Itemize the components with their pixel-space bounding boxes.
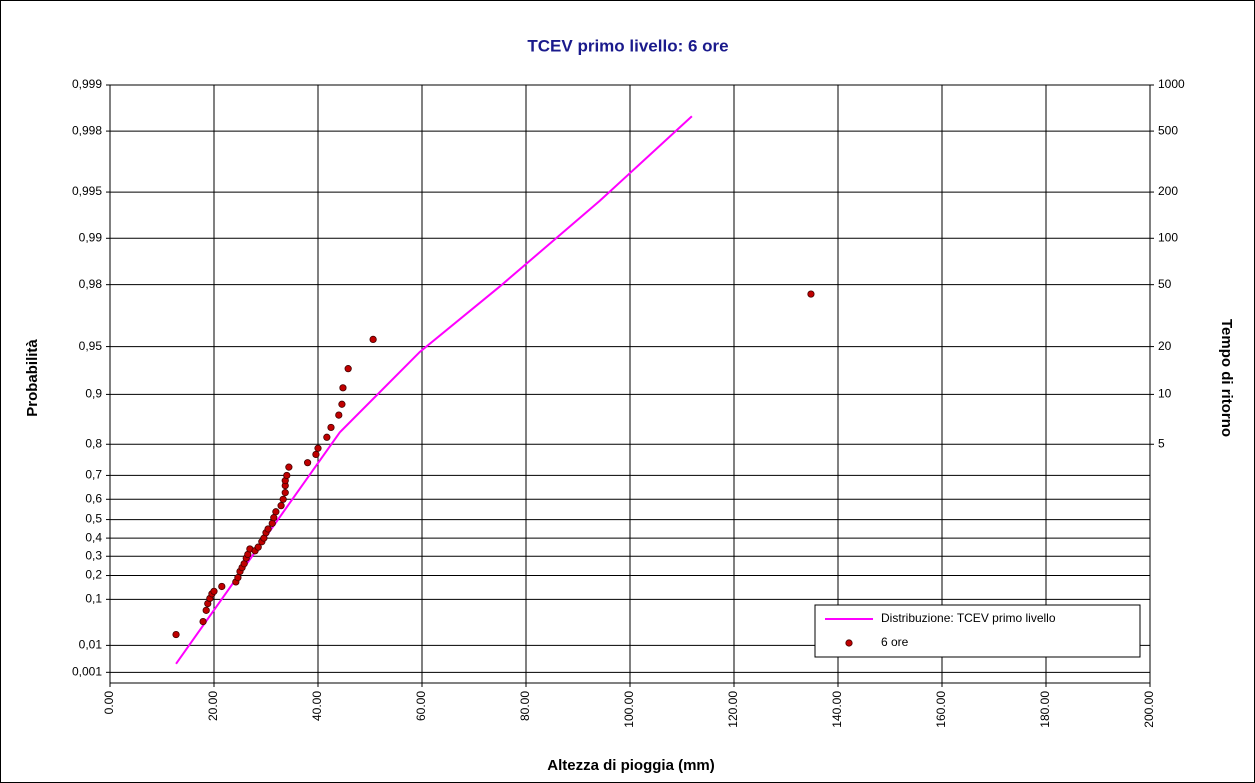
y-tick-label: 0,7 [85, 468, 102, 482]
y-tick-label: 0,1 [85, 592, 102, 606]
x-tick-label: 100.00 [622, 691, 636, 728]
data-point [270, 514, 278, 522]
y-tick-label: 0,999 [72, 77, 102, 91]
y2-tick-label: 100 [1158, 230, 1178, 244]
y2-tick-label: 20 [1158, 339, 1172, 353]
y-tick-label: 0,3 [85, 548, 102, 562]
x-tick-label: 40.00 [310, 691, 324, 721]
data-point [339, 384, 347, 392]
data-point [172, 630, 180, 639]
x-tick-label: 160.00 [934, 691, 948, 728]
data-point [344, 365, 352, 373]
y-tick-label: 0,995 [72, 184, 102, 198]
data-point [327, 423, 335, 432]
data-point [279, 495, 287, 503]
legend-label: Distribuzione: TCEV primo livello [881, 611, 1056, 625]
y-tick-label: 0,99 [79, 230, 103, 244]
data-point [312, 450, 320, 459]
y-tick-label: 0,5 [85, 512, 102, 526]
y2-tick-label: 5 [1158, 436, 1165, 450]
data-point [283, 471, 291, 480]
y2-tick-label: 1000 [1158, 77, 1185, 91]
x-tick-label: 200.00 [1142, 691, 1156, 728]
y-tick-label: 0,001 [72, 664, 102, 678]
data-point [323, 433, 331, 441]
data-point [254, 543, 262, 551]
y2-tick-label: 50 [1158, 277, 1172, 291]
x-tick-label: 140.00 [830, 691, 844, 728]
data-point [234, 574, 242, 582]
y2-axis-label: Tempo di ritorno [1218, 319, 1235, 437]
y2-tick-label: 10 [1158, 387, 1172, 401]
x-axis-label: Altezza di pioggia (mm) [547, 757, 715, 774]
y-tick-label: 0,2 [85, 568, 102, 582]
y-tick-label: 0,95 [79, 339, 103, 353]
y-tick-label: 0,01 [79, 638, 103, 652]
data-point [199, 617, 207, 626]
y-tick-label: 0,998 [72, 123, 102, 137]
data-point [281, 489, 289, 497]
x-tick-label: 120.00 [726, 691, 740, 728]
data-point [303, 459, 312, 467]
y-tick-label: 0,9 [85, 387, 102, 401]
y-tick-label: 0,6 [85, 491, 102, 505]
x-tick-label: 80.00 [518, 691, 532, 721]
y-tick-label: 0,8 [85, 436, 102, 450]
data-point [218, 582, 226, 591]
legend-label: 6 ore [881, 635, 909, 649]
y-tick-label: 0,98 [79, 277, 103, 291]
distribution-line [175, 115, 693, 665]
chart-title: TCEV primo livello: 6 ore [527, 36, 728, 55]
data-point [807, 290, 815, 298]
data-point [210, 587, 218, 595]
x-tick-label: 0.00 [102, 691, 116, 715]
legend-box [814, 604, 1141, 658]
data-point [277, 502, 285, 510]
data-point [338, 400, 346, 408]
x-tick-label: 180.00 [1038, 691, 1052, 728]
y2-tick-label: 200 [1158, 184, 1178, 198]
x-tick-label: 60.00 [414, 691, 428, 721]
y-tick-label: 0,4 [85, 530, 102, 544]
data-point [335, 411, 343, 419]
data-point [285, 463, 293, 471]
data-point [272, 508, 280, 516]
x-tick-label: 20.00 [206, 691, 220, 721]
data-point [314, 444, 322, 452]
y-axis-label: Probabilità [24, 339, 41, 417]
data-point [202, 606, 210, 614]
y2-tick-label: 500 [1158, 123, 1178, 137]
data-point [369, 335, 377, 344]
data-point [264, 525, 272, 533]
legend-swatch [845, 639, 853, 647]
